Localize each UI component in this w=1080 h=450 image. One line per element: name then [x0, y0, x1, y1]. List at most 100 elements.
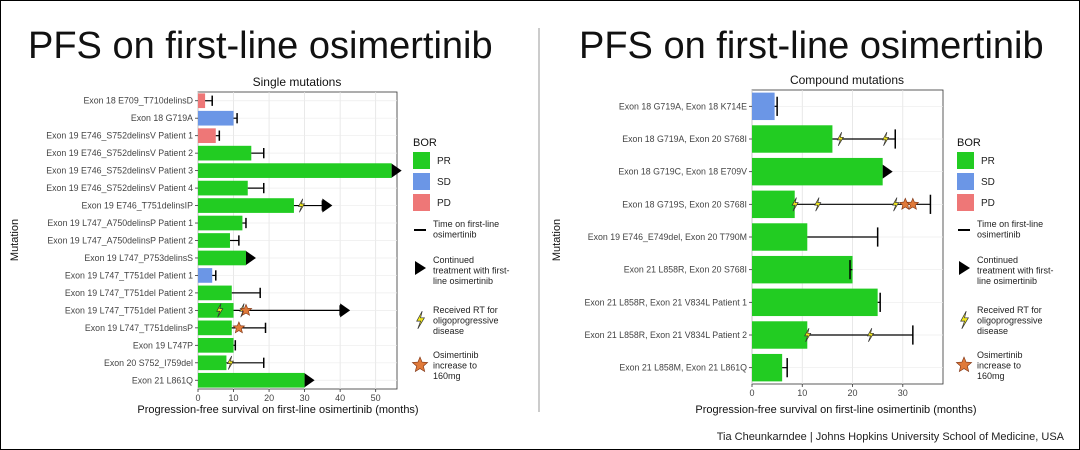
legend-label: SD: [981, 177, 995, 188]
legend-label: PR: [437, 156, 451, 167]
x-axis-label: Progression-free survival on first-line …: [695, 404, 976, 416]
continued-arrow: [322, 198, 333, 213]
legend-symbol-text: 160mg: [977, 371, 1005, 381]
bar-pr: [752, 157, 883, 186]
y-tick-label: Exon 19 L747_T751del Patient 3: [65, 305, 193, 315]
legend-label: PR: [981, 156, 995, 167]
chart-title: Single mutations: [253, 75, 342, 89]
legend-symbol-text: Time on first-line: [977, 219, 1043, 229]
legend-symbol-text: oligoprogressive: [977, 316, 1043, 326]
legend-symbol-text: Time on first-line: [433, 219, 499, 229]
bar-pr: [198, 303, 234, 318]
legend-label: PD: [981, 198, 995, 209]
legend-symbol-text: line osimertinib: [977, 276, 1037, 286]
legend-symbol-text: 160mg: [433, 371, 461, 381]
chart-title: Compound mutations: [790, 73, 904, 87]
continued-arrow: [340, 303, 351, 318]
rt-bolt-icon: [892, 197, 900, 212]
x-tick-label: 20: [848, 388, 858, 398]
legend-title: BOR: [413, 137, 437, 149]
legend-symbol-text: Continued: [433, 255, 474, 265]
bar-pr: [752, 223, 808, 251]
y-tick-label: Exon 19 E746_T751delinsIP: [81, 201, 193, 211]
y-axis-label: Mutation: [551, 219, 563, 261]
credit-text: Tia Cheunkarndee | Johns Hopkins Univers…: [717, 431, 1065, 443]
chart-compound: 0 10 20 30 Compound mutations Progression-fre…: [551, 73, 1054, 416]
legend-swatch-sd: [413, 173, 430, 190]
bar-pr: [198, 145, 252, 161]
legend-symbol-text: increase to: [433, 361, 477, 371]
bar-pr: [752, 353, 783, 382]
legend-symbol-text: treatment with first-: [977, 266, 1054, 276]
bar-pr: [198, 233, 230, 248]
x-tick-label: 10: [797, 388, 807, 398]
bar-pr: [198, 198, 294, 213]
legend-arrow-icon: [959, 261, 970, 275]
y-tick-label: Exon 19 L747_A750delinsP Patient 2: [47, 236, 193, 246]
y-axis-label: Mutation: [9, 219, 21, 261]
rt-bolt-icon: [836, 132, 844, 146]
rt-bolt-icon: [297, 198, 306, 213]
continued-arrow: [304, 373, 315, 388]
dose-star-icon: [232, 321, 246, 334]
rt-bolt-icon: [791, 197, 799, 212]
bar-pr: [198, 355, 227, 371]
x-axis-label: Progression-free survival on first-line …: [137, 404, 418, 416]
legend-symbol-text: osimertinib: [977, 230, 1021, 240]
dose-star-icon: [906, 197, 920, 210]
y-tick-label: Exon 21 L858R, Exon 21 V834L Patient 1: [584, 297, 747, 307]
y-tick-label: Exon 20 S752_I759del: [104, 358, 193, 368]
y-tick-label: Exon 19 L747_T751del Patient 1: [65, 270, 193, 280]
left-heading: PFS on first-line osimertinib: [28, 25, 493, 67]
legend-symbol-text: Received RT for: [433, 305, 498, 315]
legend-symbol-text: treatment with first-: [433, 266, 510, 276]
rt-bolt-icon: [882, 132, 890, 146]
bar-pr: [752, 255, 853, 284]
y-tick-label: Exon 19 E746_S752delinsV Patient 1: [46, 131, 193, 141]
legend-symbol-text: oligoprogressive: [433, 316, 499, 326]
x-tick-label: 0: [749, 388, 754, 398]
x-tick-label: 40: [335, 393, 345, 403]
legend-star-icon: [955, 356, 973, 373]
x-tick-label: 50: [371, 393, 381, 403]
y-tick-label: Exon 21 L858M, Exon 21 L861Q: [619, 363, 747, 373]
legend-swatch-pr: [957, 152, 974, 169]
x-tick-label: 20: [264, 393, 274, 403]
bar-pr: [198, 163, 392, 178]
bar-sd: [198, 268, 213, 283]
legend-symbol-text: Osimertinib: [977, 350, 1023, 360]
legend-symbol-text: Continued: [977, 255, 1018, 265]
bar-pr: [198, 215, 243, 231]
rt-bolt-icon: [866, 328, 875, 342]
legend-title: BOR: [957, 137, 981, 149]
y-tick-label: Exon 18 G719S, Exon 20 S768I: [622, 199, 747, 209]
legend-bolt-icon: [960, 311, 970, 329]
y-tick-label: Exon 18 G719A, Exon 20 S768I: [622, 134, 747, 144]
y-tick-label: Exon 19 E746_S752delinsV Patient 3: [46, 166, 193, 176]
legend-swatch-sd: [957, 173, 974, 190]
bar-sd: [752, 92, 775, 121]
continued-arrow: [391, 163, 402, 178]
y-tick-label: Exon 18 G719A: [131, 113, 193, 123]
y-tick-label: Exon 19 E746_S752delinsV Patient 4: [46, 183, 193, 193]
bar-pd: [198, 93, 206, 109]
legend-arrow-icon: [415, 261, 426, 275]
rt-bolt-icon: [216, 303, 224, 318]
y-tick-label: Exon 21 L858R, Exon 21 V834L Patient 2: [584, 330, 747, 340]
legend-symbol-text: disease: [433, 326, 464, 336]
legend-swatch-pr: [413, 152, 430, 169]
y-tick-label: Exon 19 L747_P753delinsS: [84, 253, 193, 263]
y-tick-label: Exon 21 L858R, Exon 20 S768I: [624, 265, 747, 275]
right-heading: PFS on first-line osimertinib: [579, 25, 1044, 67]
continued-arrow: [882, 164, 893, 179]
legend-symbol-text: line osimertinib: [433, 276, 493, 286]
x-tick-label: 10: [229, 393, 239, 403]
bar-pr: [198, 180, 248, 196]
y-tick-label: Exon 19 E746_S752delinsV Patient 2: [46, 148, 193, 158]
y-tick-label: Exon 19 L747_A750delinsP Patient 1: [47, 218, 193, 228]
bar-sd: [198, 110, 234, 126]
bar-pr: [198, 250, 246, 266]
